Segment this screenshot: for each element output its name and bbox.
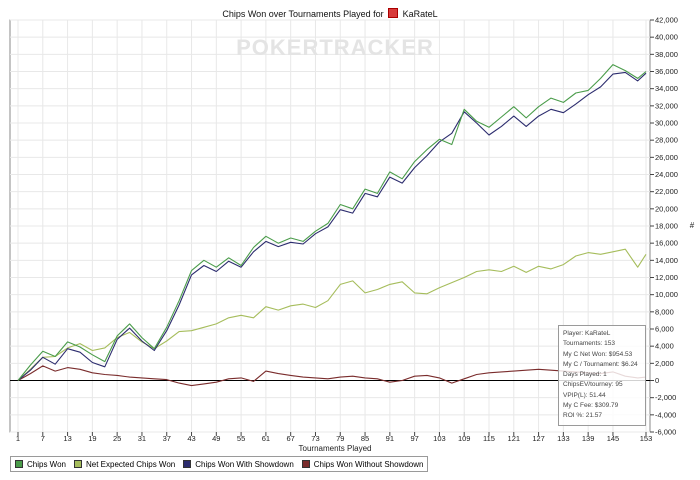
legend-item: Net Expected Chips Won — [73, 459, 176, 469]
legend-item: Chips Won Without Showdown — [301, 459, 424, 469]
chart-title: Chips Won over Tournaments Played for Ka… — [0, 8, 660, 19]
y-tick-label: 18,000 — [655, 222, 678, 231]
y-tick-label: -2,000 — [655, 393, 676, 402]
y-tick-label: 26,000 — [655, 153, 678, 162]
chart-title-player: KaRateL — [402, 9, 438, 19]
x-tick-label: 103 — [433, 434, 446, 443]
x-tick-label: 7 — [41, 434, 45, 443]
x-tick-label: 25 — [113, 434, 121, 443]
x-tick-label: 121 — [508, 434, 521, 443]
legend-swatch-icon — [183, 460, 192, 468]
info-row: VPIP(L): 51.44 — [563, 391, 606, 399]
y-tick-label: 22,000 — [655, 187, 678, 196]
info-row: My C Fee: $309.79 — [563, 402, 619, 410]
y-tick-label: 2,000 — [655, 359, 674, 368]
series-line-chips-won — [17, 64, 647, 381]
x-tick-label: 153 — [640, 434, 653, 443]
x-axis-label: Tournaments Played — [299, 444, 372, 453]
x-tick-label: 43 — [187, 434, 195, 443]
legend-label: Chips Won Without Showdown — [313, 459, 424, 469]
x-tick-label: 109 — [458, 434, 471, 443]
x-tick-label: 139 — [582, 434, 595, 443]
chart-title-text: Chips Won over Tournaments Played for — [222, 9, 384, 19]
legend-label: Chips Won With Showdown — [195, 459, 294, 469]
x-tick-label: 31 — [138, 434, 146, 443]
legend-label: Chips Won — [27, 459, 66, 469]
x-tick-label: 19 — [88, 434, 96, 443]
x-tick-label: 73 — [311, 434, 319, 443]
y-tick-label: 34,000 — [655, 84, 678, 93]
flag-icon — [388, 8, 399, 18]
legend-label: Net Expected Chips Won — [85, 459, 176, 469]
info-row: Tournaments: 153 — [563, 340, 616, 348]
y-tick-label: 38,000 — [655, 50, 678, 59]
legend-swatch-icon — [73, 460, 82, 468]
series-line-net-expected-chips-won — [17, 248, 647, 381]
series-lines — [17, 64, 647, 387]
x-tick-label: 85 — [361, 434, 369, 443]
series-line-chips-won-without-showdown — [17, 365, 647, 387]
y-tick-label: 14,000 — [655, 256, 678, 265]
y-tick-label: 32,000 — [655, 101, 678, 110]
y-tick-label: -4,000 — [655, 410, 676, 419]
x-tick-label: 61 — [262, 434, 270, 443]
series-line-chips-won-with-showdown — [17, 71, 647, 381]
info-row: Player: KaRateL — [563, 330, 611, 337]
y-axis-label: # — [690, 221, 695, 230]
info-row: ChipsEV/tourney: 95 — [563, 381, 623, 389]
x-tick-label: 133 — [557, 434, 570, 443]
y-axis-ticks: -6,000 -4,000 -2,000 0 2,000 4,000 6,000 8,000 1… — [650, 16, 678, 437]
y-tick-label: 24,000 — [655, 170, 678, 179]
y-tick-label: 6,000 — [655, 325, 674, 334]
info-row: Days Played: 1 — [563, 371, 607, 379]
legend-swatch-icon — [15, 460, 23, 468]
watermark-text: POKERTRACKER — [236, 35, 434, 60]
x-tick-label: 49 — [212, 434, 220, 443]
x-tick-label: 37 — [163, 434, 171, 443]
y-tick-label: 30,000 — [655, 119, 678, 128]
y-tick-label: 36,000 — [655, 67, 678, 76]
x-tick-label: 1 — [16, 434, 20, 443]
x-tick-label: 115 — [483, 434, 495, 443]
y-tick-label: 12,000 — [655, 273, 678, 282]
x-tick-label: 91 — [386, 434, 394, 443]
info-row: ROI %: 21.57 — [563, 412, 603, 420]
x-tick-label: 79 — [336, 434, 344, 443]
y-tick-label: 4,000 — [655, 342, 674, 351]
legend-item: Chips Won — [15, 460, 66, 469]
y-tick-label: 28,000 — [655, 136, 678, 145]
x-tick-label: 97 — [410, 434, 418, 443]
x-tick-label: 13 — [63, 434, 71, 443]
legend-item: Chips Won With Showdown — [183, 460, 294, 469]
x-tick-label: 127 — [532, 434, 545, 443]
stats-info-box: Player: KaRateL Tournaments: 153 My C Net … — [558, 325, 646, 426]
y-tick-label: 16,000 — [655, 239, 678, 248]
legend-swatch-icon — [301, 460, 310, 468]
y-tick-label: -6,000 — [655, 428, 676, 437]
x-axis-ticks: 1 7 13 19 25 31 37 43 49 55 61 67 73 79 85 91 97 103 109 11… — [16, 432, 652, 443]
legend: Chips Won Net Expected Chips Won Chips Won… — [10, 456, 429, 472]
x-tick-label: 145 — [607, 434, 620, 443]
y-tick-label: 8,000 — [655, 307, 674, 316]
y-tick-label: 10,000 — [655, 290, 678, 299]
x-tick-label: 55 — [237, 434, 245, 443]
y-tick-label: 20,000 — [655, 204, 678, 213]
x-tick-label: 67 — [287, 434, 295, 443]
info-row: My C / Tournament: $6.24 — [563, 360, 638, 368]
info-row: My C Net Won: $954.53 — [563, 350, 633, 358]
y-tick-label: 40,000 — [655, 33, 678, 42]
grid — [10, 19, 650, 433]
y-tick-label: 42,000 — [655, 16, 678, 25]
y-tick-label: 0 — [655, 376, 659, 385]
